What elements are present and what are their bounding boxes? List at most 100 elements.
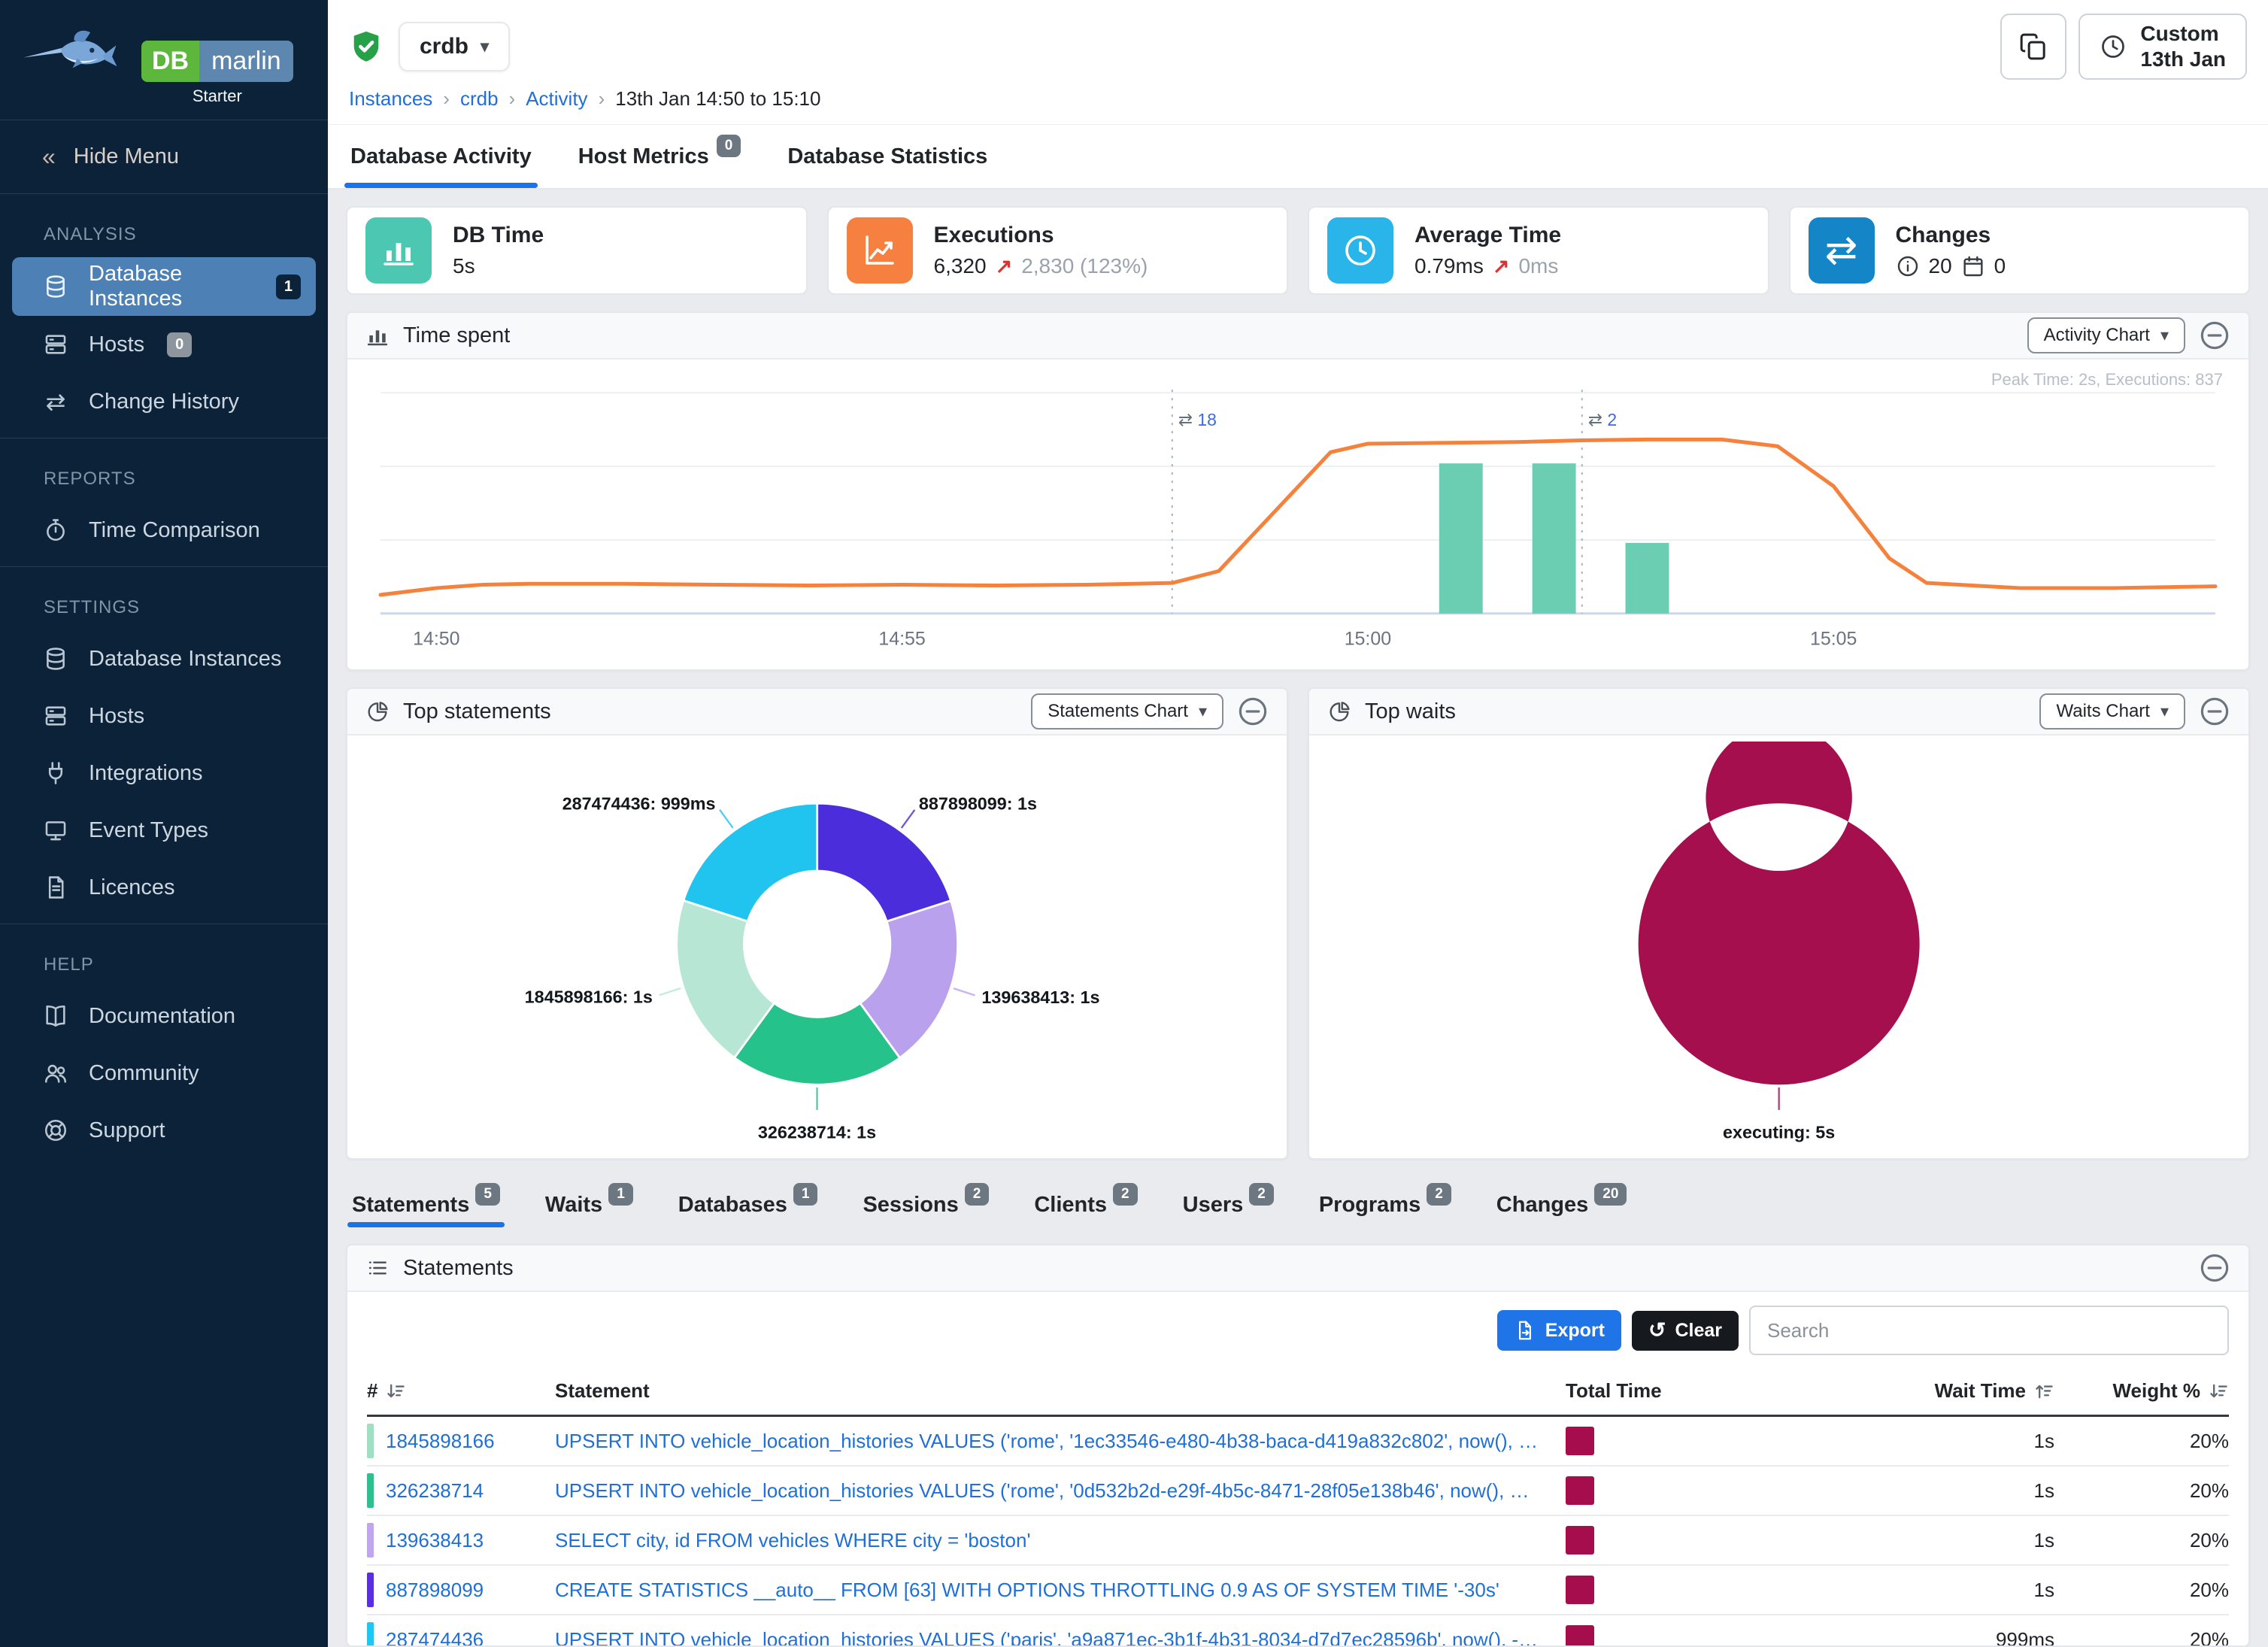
chevron-down-icon: ▾ — [481, 37, 490, 56]
document-icon — [42, 874, 69, 901]
tab-statements[interactable]: Statements 5 — [347, 1181, 505, 1229]
sidebar-item-settings-database-instances[interactable]: Database Instances — [0, 630, 328, 687]
wait-time-value: 1s — [2033, 1578, 2054, 1601]
panel-title: Top waits — [1365, 699, 1456, 723]
section-title: SETTINGS — [44, 597, 141, 617]
tab-database-activity[interactable]: Database Activity — [344, 125, 538, 188]
weight-value: 20% — [2189, 1627, 2229, 1647]
column-header-statement[interactable]: Statement — [555, 1379, 650, 1402]
top-statements-donut[interactable]: 887898099: 1s 139638413: 1s 326238714: 1s 1… — [381, 742, 1253, 1152]
statement-sql-link[interactable]: UPSERT INTO vehicle_location_histories V… — [555, 1627, 1566, 1647]
statement-color-chip — [367, 1473, 374, 1508]
search-input[interactable] — [1749, 1306, 2229, 1355]
column-header-total-time[interactable]: Total Time — [1566, 1379, 1662, 1402]
sidebar-item-database-instances[interactable]: Database Instances 1 — [12, 257, 316, 316]
top-statements-panel: Top statements Statements Chart ▾ 887898… — [346, 687, 1288, 1160]
top-waits-donut[interactable]: executing: 5s — [1343, 742, 2215, 1152]
table-row[interactable]: 326238714 UPSERT INTO vehicle_location_h… — [367, 1467, 2229, 1516]
table-row[interactable]: 139638413 SELECT city, id FROM vehicles … — [367, 1516, 2229, 1566]
sidebar-item-change-history[interactable]: ⇄ Change History — [0, 373, 328, 430]
panel-title: Statements — [403, 1255, 514, 1280]
count-badge: 20 — [1594, 1183, 1627, 1206]
tab-label: Programs — [1318, 1192, 1421, 1217]
tab-database-statistics[interactable]: Database Statistics — [787, 125, 987, 188]
sidebar-item-licences[interactable]: Licences — [0, 859, 328, 916]
statement-color-chip — [367, 1573, 374, 1607]
sidebar-section-reports: REPORTS Time Comparison — [0, 438, 328, 566]
column-header-weight[interactable]: Weight % — [2054, 1379, 2229, 1403]
sidebar-item-settings-hosts[interactable]: Hosts — [0, 687, 328, 745]
statement-sql-link[interactable]: SELECT city, id FROM vehicles WHERE city… — [555, 1528, 1031, 1551]
statement-id-link[interactable]: 139638413 — [386, 1528, 484, 1551]
statement-sql-link[interactable]: CREATE STATISTICS __auto__ FROM [63] WIT… — [555, 1578, 1499, 1601]
time-range-button[interactable]: Custom 13th Jan — [2078, 14, 2247, 80]
sidebar-item-community[interactable]: Community — [0, 1045, 328, 1102]
sidebar-item-documentation[interactable]: Documentation — [0, 987, 328, 1045]
breadcrumb-separator: › — [508, 87, 516, 110]
table-row[interactable]: 887898099 CREATE STATISTICS __auto__ FRO… — [367, 1566, 2229, 1615]
content: DB Time 5s Executions 6,320 ↗ 2,830 (123… — [328, 190, 2268, 1647]
table-row[interactable]: 1845898166 UPSERT INTO vehicle_location_… — [367, 1417, 2229, 1467]
stopwatch-icon — [42, 517, 69, 544]
donut-row: Top statements Statements Chart ▾ 887898… — [346, 687, 2250, 1160]
statement-sql-link[interactable]: UPSERT INTO vehicle_location_histories V… — [555, 1429, 1566, 1452]
export-label: Export — [1545, 1319, 1605, 1341]
time-spent-chart[interactable]: ⇄ 18 ⇄ 2 14:50 14:55 15:00 15:05 — [367, 367, 2229, 659]
kpi-delta: 0ms — [1518, 254, 1559, 278]
column-header-wait-time[interactable]: Wait Time — [1791, 1379, 2054, 1403]
statement-sql-link[interactable]: UPSERT INTO vehicle_location_histories V… — [555, 1479, 1566, 1502]
tab-label: Statements — [352, 1192, 470, 1217]
activity-chart-selector[interactable]: Activity Chart ▾ — [2027, 317, 2185, 353]
collapse-panel-icon[interactable] — [1237, 696, 1269, 727]
clear-button[interactable]: ↺ Clear — [1631, 1310, 1739, 1351]
breadcrumb-activity[interactable]: Activity — [526, 87, 588, 110]
sidebar-item-integrations[interactable]: Integrations — [0, 745, 328, 802]
kpi-changes: ⇄ Changes 20 0 — [1788, 206, 2250, 295]
export-button[interactable]: Export — [1496, 1310, 1621, 1351]
sidebar-item-label: Integrations — [89, 760, 203, 785]
tab-changes[interactable]: Changes 20 — [1496, 1181, 1627, 1229]
top-waits-panel: Top waits Waits Chart ▾ executing: 5s — [1308, 687, 2250, 1160]
wait-time-value: 999ms — [1995, 1627, 2054, 1647]
tab-waits[interactable]: Waits 1 — [545, 1181, 633, 1229]
table-row[interactable]: 287474436 UPSERT INTO vehicle_location_h… — [367, 1615, 2229, 1647]
sidebar-item-label: Licences — [89, 875, 175, 899]
breadcrumb-instances[interactable]: Instances — [349, 87, 433, 110]
statement-id-link[interactable]: 1845898166 — [386, 1429, 495, 1452]
server-icon — [42, 331, 69, 358]
clear-label: Clear — [1675, 1319, 1722, 1341]
sidebar-item-time-comparison[interactable]: Time Comparison — [0, 502, 328, 559]
collapse-panel-icon[interactable] — [2199, 1252, 2230, 1284]
collapse-panel-icon[interactable] — [2199, 696, 2230, 727]
breadcrumb-time-range: 13th Jan 14:50 to 15:10 — [615, 87, 821, 110]
copy-button[interactable] — [2000, 14, 2067, 80]
tab-clients[interactable]: Clients 2 — [1034, 1181, 1138, 1229]
statement-id-link[interactable]: 887898099 — [386, 1578, 484, 1601]
divider — [0, 193, 328, 194]
statement-id-link[interactable]: 326238714 — [386, 1479, 484, 1502]
statement-id-link[interactable]: 287474436 — [386, 1627, 484, 1647]
up-right-arrow-icon: ↗ — [995, 254, 1013, 278]
kpi-average-time: Average Time 0.79ms ↗ 0ms — [1308, 206, 1769, 295]
hide-menu-button[interactable]: « Hide Menu — [0, 120, 328, 193]
instance-selector[interactable]: crdb ▾ — [399, 22, 511, 71]
waits-chart-selector[interactable]: Waits Chart ▾ — [2039, 693, 2185, 729]
breadcrumb-crdb[interactable]: crdb — [459, 87, 499, 110]
breadcrumb: Instances › crdb › Activity › 13th Jan 1… — [328, 84, 2268, 125]
column-header-id[interactable]: # — [367, 1379, 555, 1403]
donut-label: 1845898166: 1s — [525, 987, 653, 1007]
section-title: REPORTS — [44, 469, 136, 489]
tab-host-metrics[interactable]: Host Metrics 0 — [578, 125, 741, 188]
selector-label: Statements Chart — [1048, 701, 1188, 721]
tab-databases[interactable]: Databases 1 — [678, 1181, 818, 1229]
collapse-panel-icon[interactable] — [2199, 320, 2230, 351]
tab-sessions[interactable]: Sessions 2 — [863, 1181, 990, 1229]
statements-chart-selector[interactable]: Statements Chart ▾ — [1031, 693, 1223, 729]
sidebar-item-hosts[interactable]: Hosts 0 — [0, 316, 328, 373]
sidebar-item-support[interactable]: Support — [0, 1102, 328, 1159]
tab-users[interactable]: Users 2 — [1183, 1181, 1274, 1229]
tab-programs[interactable]: Programs 2 — [1319, 1181, 1451, 1229]
calendar-icon — [1961, 254, 1985, 278]
sidebar-item-event-types[interactable]: Event Types — [0, 802, 328, 859]
sidebar-item-label: Support — [89, 1118, 165, 1142]
